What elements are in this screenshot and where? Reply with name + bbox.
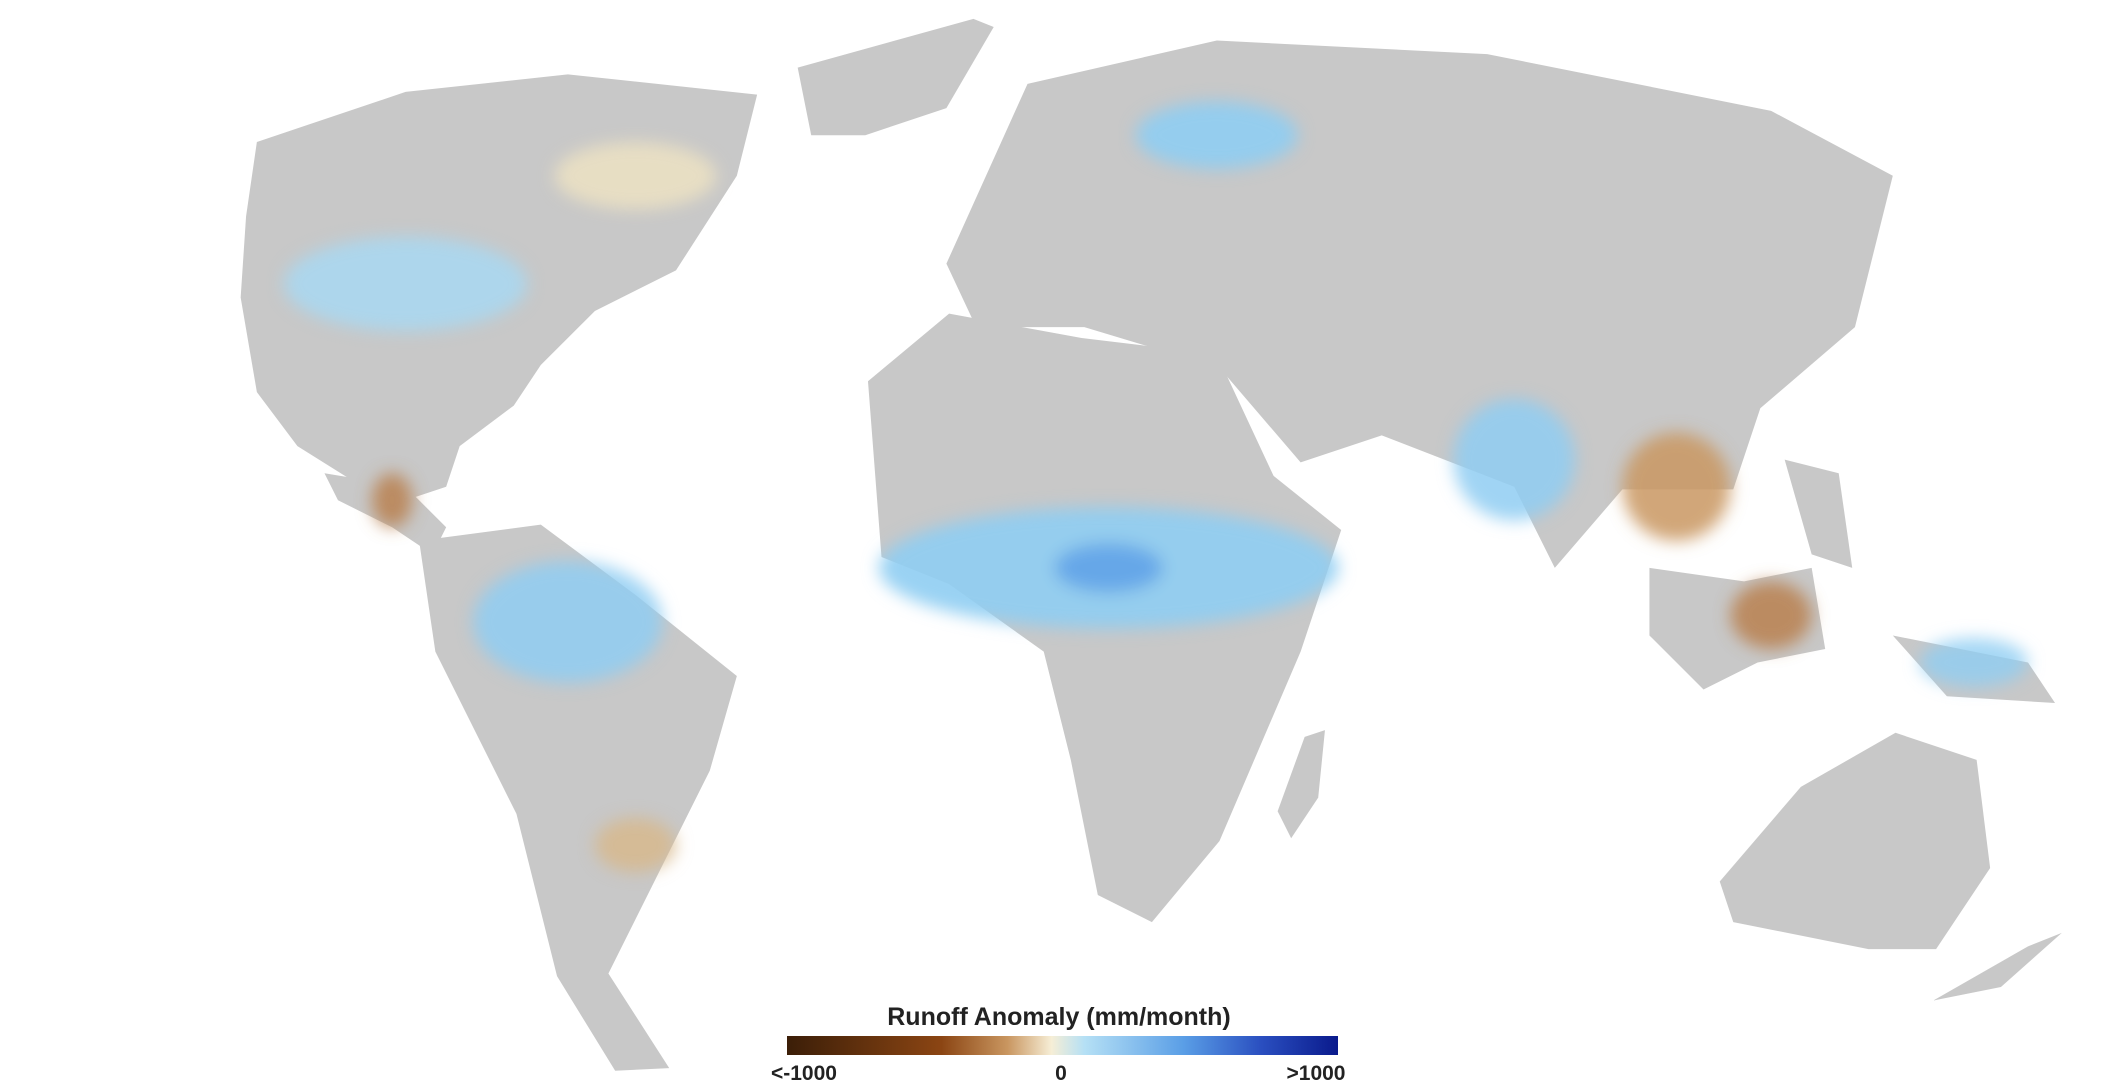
madagascar	[1277, 730, 1325, 839]
dry-region	[594, 817, 676, 873]
australia	[1719, 732, 1991, 950]
new-zealand	[1933, 932, 2062, 1001]
dry-region	[554, 141, 717, 210]
legend-label: <-1000	[771, 1062, 837, 1085]
color-ramp	[787, 1036, 1338, 1055]
dry-region	[1622, 432, 1731, 541]
anomaly-overlay	[283, 101, 2028, 873]
wet-region	[1919, 638, 2028, 687]
legend-label: 0	[1055, 1062, 1067, 1085]
eurasia	[946, 40, 1893, 568]
legend-label: >1000	[1287, 1062, 1346, 1085]
legend-title: Runoff Anomaly (mm/month)	[887, 1003, 1230, 1031]
wet-region	[283, 236, 528, 332]
map-layer	[240, 18, 2062, 1071]
dry-region	[1730, 581, 1812, 649]
wet-region	[1453, 398, 1576, 521]
wet-region	[1054, 543, 1163, 593]
legend: Runoff Anomaly (mm/month) <-1000 0 >1000	[771, 1003, 1345, 1085]
wet-region	[473, 561, 663, 683]
dry-region	[371, 473, 413, 528]
wet-region	[1135, 101, 1298, 169]
greenland	[797, 18, 994, 136]
